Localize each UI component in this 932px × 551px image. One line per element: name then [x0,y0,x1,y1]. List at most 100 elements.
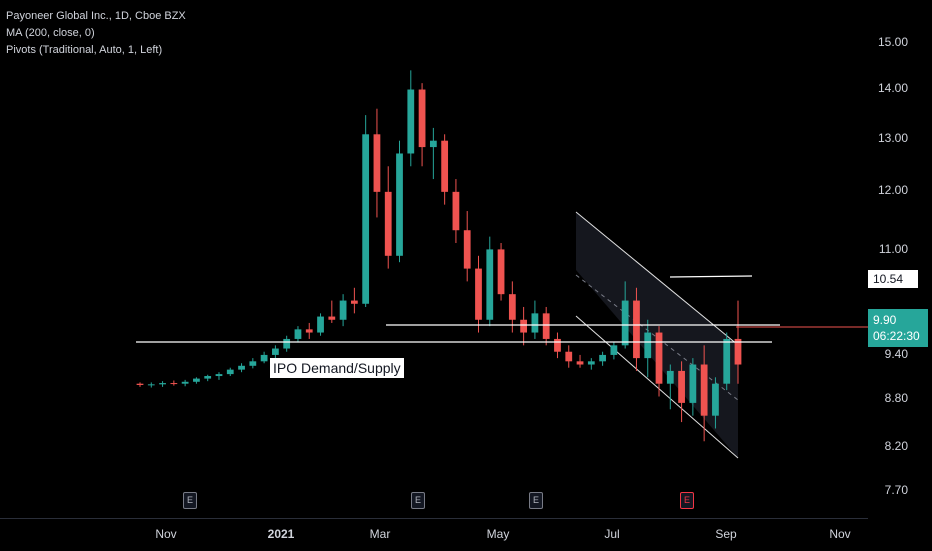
candle[interactable] [373,108,381,218]
candle-body [610,345,618,355]
candle[interactable] [689,358,697,416]
candle[interactable] [339,294,347,327]
candle[interactable] [193,377,200,384]
chart-legend: Payoneer Global Inc., 1D, Cboe BZX MA (2… [6,8,186,59]
candle[interactable] [576,354,584,368]
candle[interactable] [531,300,539,339]
candle[interactable] [486,236,494,327]
y-tick: 15.00 [877,35,908,49]
candle[interactable] [429,127,437,180]
y-tick: 9.40 [884,347,908,361]
candle-body [147,384,155,386]
resistance-line [669,275,753,278]
candle[interactable] [610,342,618,360]
candle[interactable] [170,380,178,386]
candle[interactable] [181,379,189,387]
candle-body [689,364,697,403]
candle[interactable] [362,115,370,307]
candle-body [531,313,539,333]
candle-body [666,370,674,384]
candle-body [136,383,144,385]
candle[interactable] [396,140,403,263]
x-tick: 2021 [267,527,295,541]
ipo-annotation-label[interactable]: IPO Demand/Supply [270,358,404,378]
price-chart-area[interactable] [0,0,868,518]
candle[interactable] [305,322,313,339]
earnings-marker[interactable]: E [529,492,543,509]
x-tick: Jul [604,527,620,541]
candle-body [339,300,347,320]
earnings-marker[interactable]: E [183,492,197,509]
candle[interactable] [204,374,212,382]
candle-body [181,381,189,384]
candle[interactable] [520,306,528,346]
candle[interactable] [384,166,392,269]
candle-body [441,140,449,192]
candle[interactable] [633,287,640,371]
legend-symbol[interactable]: Payoneer Global Inc., 1D, Cboe BZX [6,10,186,22]
candle[interactable] [147,382,155,388]
candle[interactable] [350,287,358,314]
candle[interactable] [226,367,234,377]
price-axis[interactable]: 15.00 14.00 13.00 12.00 11.00 9.40 8.80 … [868,0,932,518]
candle[interactable] [666,364,674,410]
candle[interactable] [497,243,505,301]
candle-body [429,140,437,148]
earnings-marker[interactable]: E [411,492,425,509]
candle[interactable] [283,335,291,352]
candle[interactable] [678,361,685,423]
candle-body [452,191,460,231]
x-tick: May [486,527,510,541]
candle[interactable] [407,70,415,167]
candle-body [362,134,370,304]
candle[interactable] [508,281,516,333]
candle[interactable] [463,211,471,282]
candle[interactable] [723,332,731,391]
candle[interactable] [249,358,257,369]
candle-body [350,300,358,304]
level-price-tag: 10.54 [868,270,918,288]
candle[interactable] [238,363,245,373]
candle[interactable] [136,382,144,387]
candle[interactable] [159,381,166,387]
candle-body [215,374,223,377]
candle[interactable] [452,179,460,244]
legend-ma[interactable]: MA (200, close, 0) [6,27,95,39]
candle[interactable] [441,134,449,205]
candle[interactable] [621,281,629,349]
candle[interactable] [542,306,550,346]
candle[interactable] [272,345,279,359]
candle-body [565,351,573,362]
candle[interactable] [294,326,302,343]
candle-body [700,364,708,416]
candle-body [226,369,234,375]
candle[interactable] [260,351,268,364]
candle[interactable] [700,345,708,442]
candle[interactable] [215,372,223,380]
y-tick: 8.20 [884,439,908,453]
candle-body [486,249,494,320]
candle[interactable] [317,313,324,336]
candle-body [587,361,595,365]
candle[interactable] [644,319,652,378]
candle[interactable] [655,326,663,397]
legend-pivots[interactable]: Pivots (Traditional, Auto, 1, Left) [6,44,163,56]
candle[interactable] [328,300,336,323]
candle[interactable] [599,351,606,366]
candle-body [644,332,652,359]
candle-body [633,300,640,359]
candle[interactable] [418,83,426,167]
candle[interactable] [712,377,719,429]
candle-body [238,365,245,370]
candle[interactable] [587,358,595,370]
x-tick: Nov [829,527,851,541]
candle[interactable] [475,255,482,333]
candle-body [204,376,212,379]
earnings-marker-upcoming[interactable]: E [680,492,694,509]
candle-body [418,89,426,148]
x-tick: Sep [715,527,737,541]
candle-body [723,338,731,384]
candle[interactable] [565,345,573,368]
candle[interactable] [554,332,561,359]
time-axis[interactable]: Nov 2021 Mar May Jul Sep Nov [0,518,868,551]
